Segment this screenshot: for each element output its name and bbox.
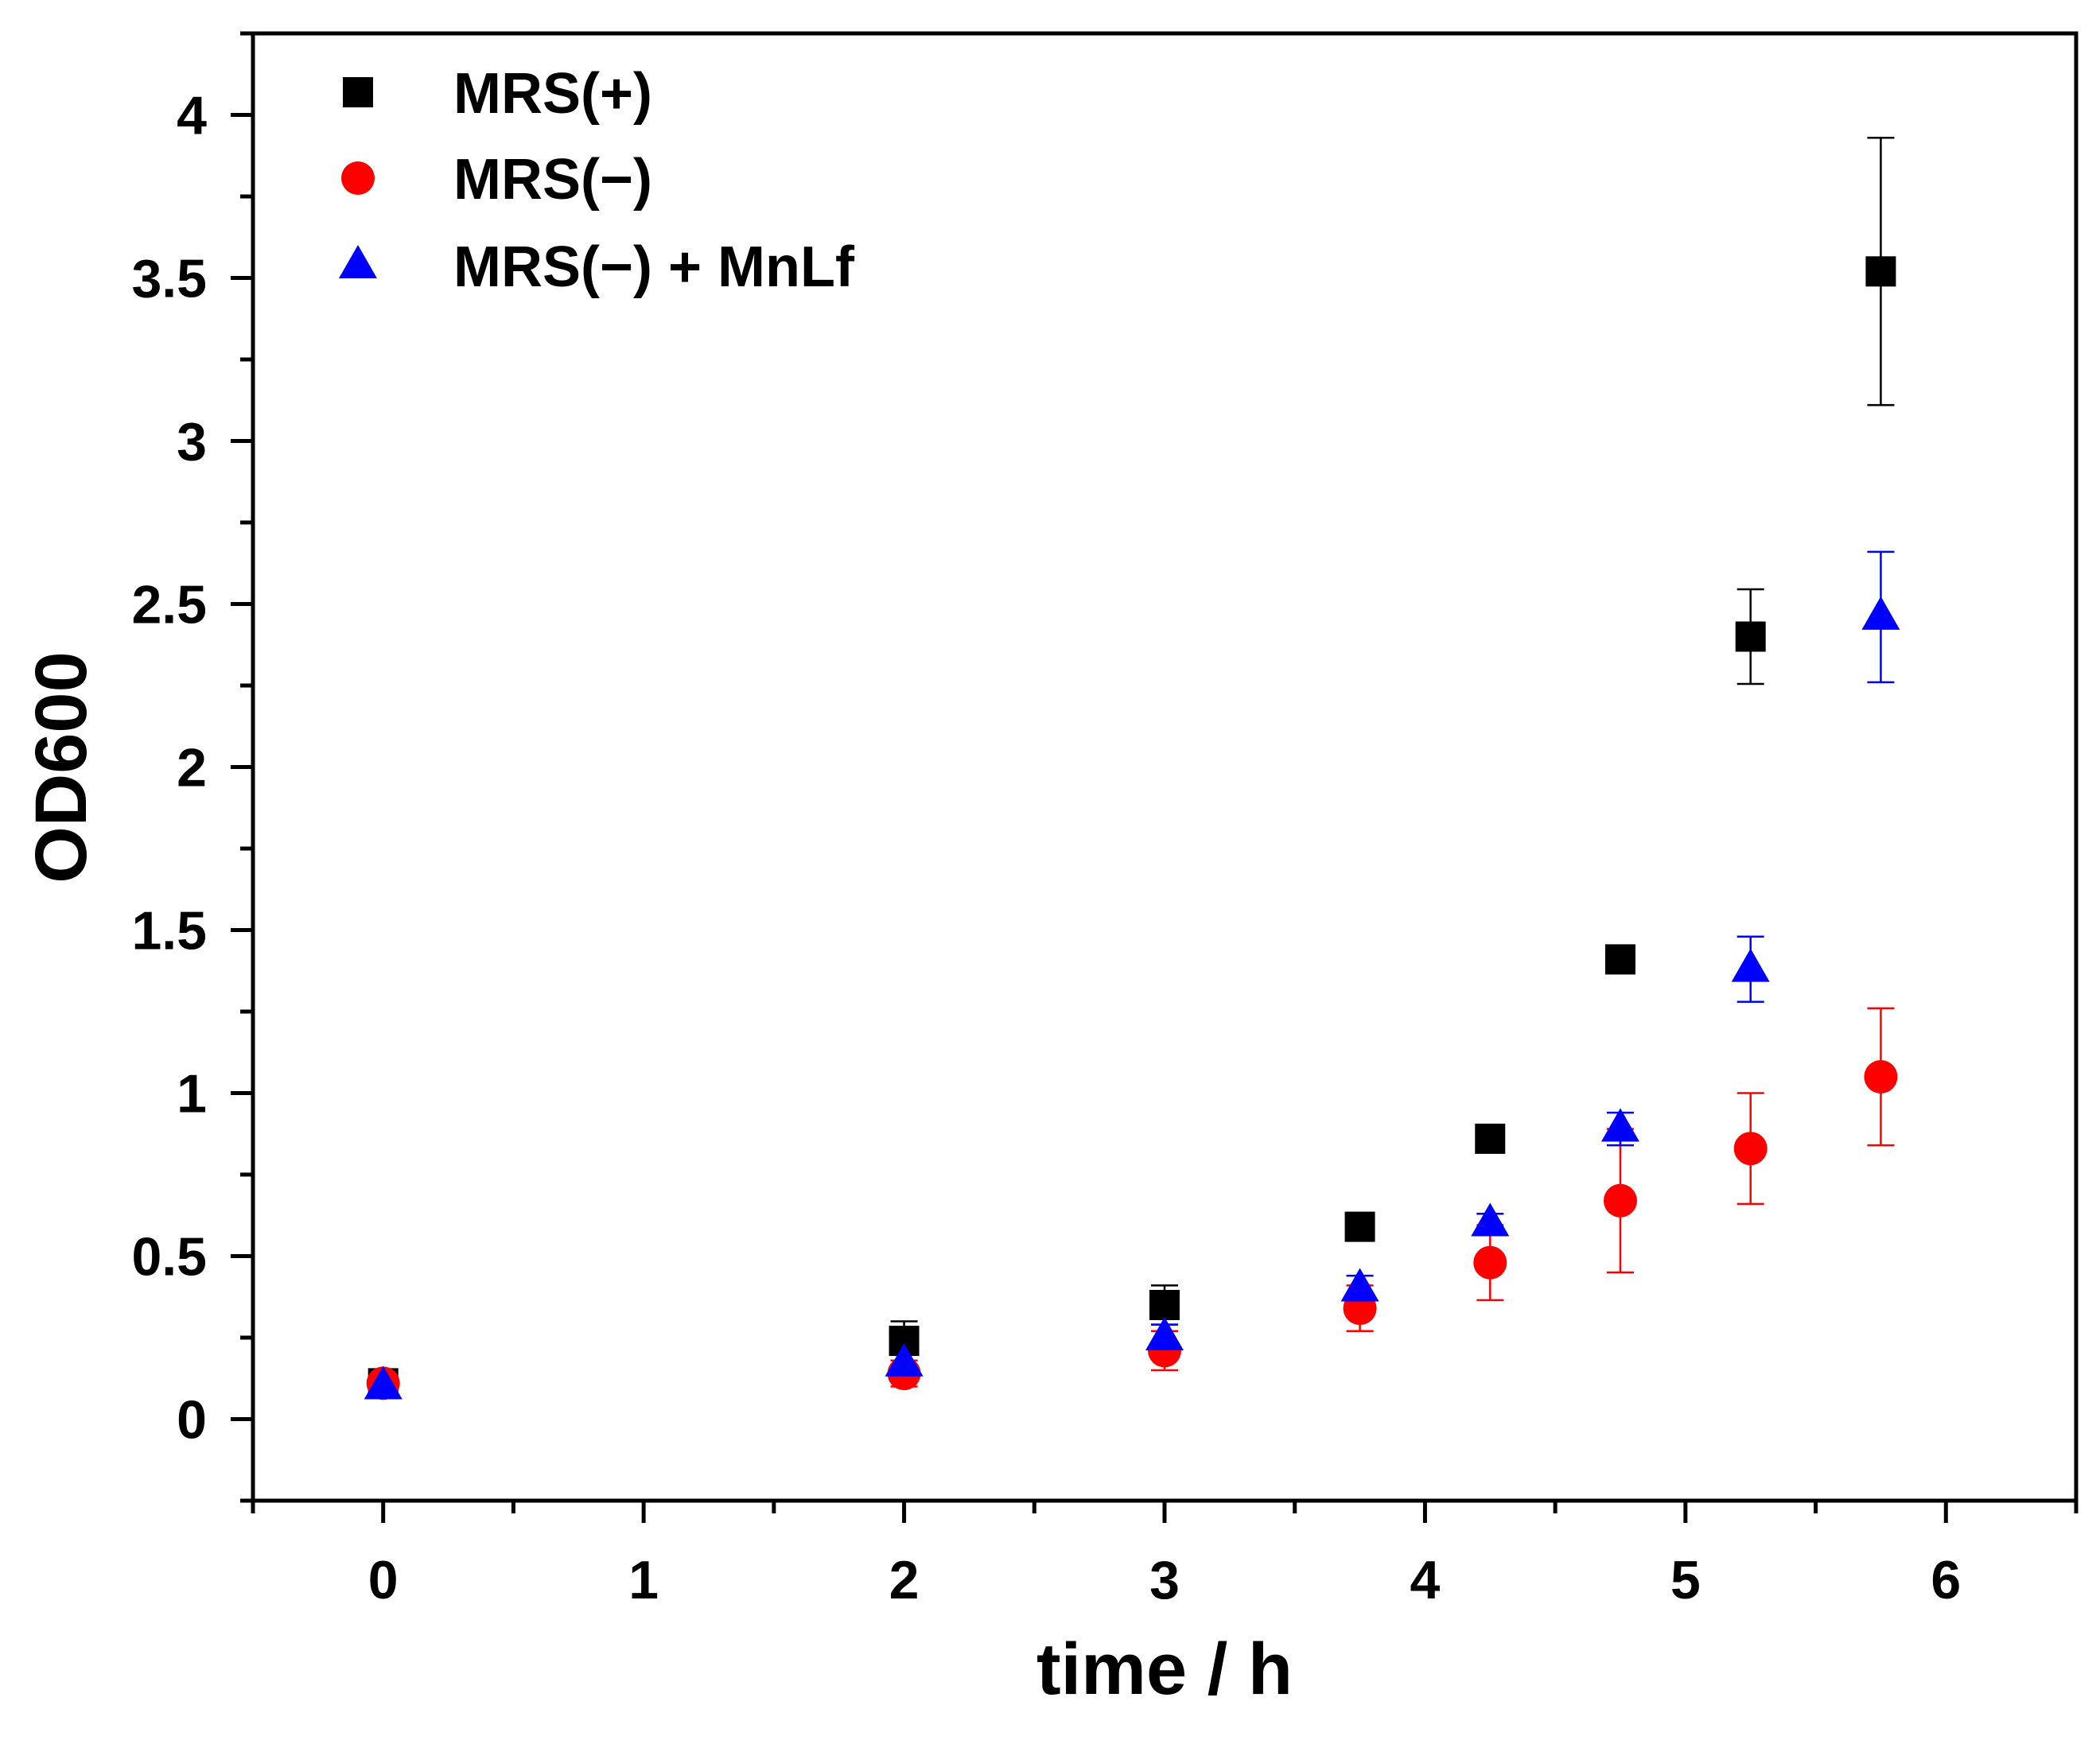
legend-marker-3	[339, 244, 377, 278]
x-axis: 0 1 2 3 4 5 6	[251, 1501, 2079, 1610]
series-3-data-point	[885, 1342, 924, 1377]
y-tick-label: 0	[177, 1390, 207, 1451]
legend-marker-2	[341, 161, 375, 195]
y-tick-label: 4	[177, 86, 207, 146]
series-3-data-point	[1601, 1108, 1639, 1142]
series-2-data-point	[1864, 1060, 1898, 1093]
series-3-data-point	[1731, 948, 1770, 982]
y-tick-label: 1.5	[131, 901, 207, 961]
y-axis-title: OD600	[21, 651, 102, 884]
series-2-data-point	[1604, 1183, 1637, 1218]
series-3-data-point	[1861, 596, 1900, 630]
legend-label-1: MRS(+)	[453, 62, 652, 126]
series-1-data-point	[1865, 256, 1896, 287]
x-tick-label: 6	[1931, 1550, 1961, 1610]
x-tick-label: 1	[628, 1550, 659, 1610]
x-axis-title: time / h	[1036, 1629, 1293, 1710]
series-1-data-point	[1735, 621, 1766, 652]
series-1-data-point	[1475, 1123, 1506, 1154]
series-3-data-point	[1471, 1202, 1510, 1237]
legend: MRS(+) MRS(−) MRS(−) + MnLf	[339, 62, 855, 299]
x-tick-label: 3	[1149, 1550, 1180, 1610]
y-tick-label: 2	[177, 738, 207, 798]
y-tick-label: 0.5	[131, 1227, 207, 1288]
y-axis: 0 0.5 1 1.5 2 2.5 3 3.5 4	[131, 31, 253, 1503]
y-tick-label: 1	[177, 1064, 207, 1124]
legend-marker-1	[343, 77, 373, 107]
error-bars	[369, 136, 1895, 1394]
legend-label-2: MRS(−)	[453, 148, 652, 212]
y-tick-label: 3	[177, 412, 207, 472]
x-tick-label: 2	[889, 1550, 920, 1610]
x-tick-label: 5	[1670, 1550, 1701, 1610]
data-markers	[364, 256, 1900, 1400]
series-2-data-point	[1473, 1245, 1507, 1280]
series-3-data-point	[1340, 1268, 1379, 1302]
x-tick-label: 4	[1410, 1550, 1441, 1610]
series-3-data-point	[1145, 1316, 1184, 1350]
legend-label-3: MRS(−) + MnLf	[453, 235, 855, 299]
y-tick-label: 3.5	[131, 249, 207, 309]
x-tick-label: 0	[368, 1550, 399, 1610]
series-1-data-point	[1605, 944, 1635, 975]
series-1-data-point	[1149, 1290, 1180, 1320]
series-3-data-point	[364, 1365, 402, 1400]
series-1-data-point	[1344, 1211, 1375, 1242]
y-tick-label: 2.5	[131, 575, 207, 635]
series-2-data-point	[1733, 1132, 1768, 1166]
